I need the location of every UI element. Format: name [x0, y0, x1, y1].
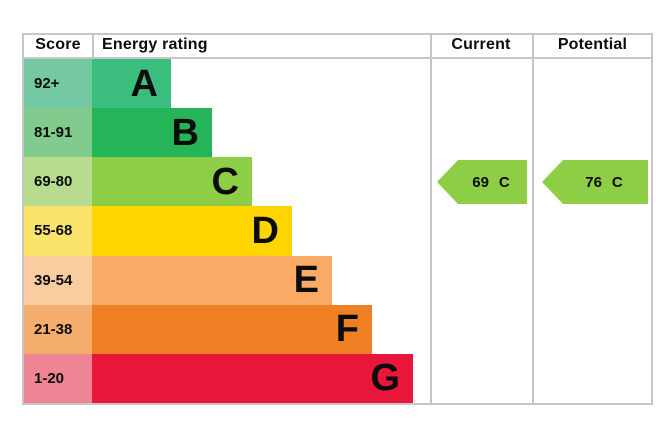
band-row-b: 81-91 B	[24, 108, 430, 158]
header-score: Score	[35, 36, 81, 53]
table-left-border	[22, 33, 24, 405]
score-range-a: 92+	[24, 59, 92, 109]
band-bar-e: E	[92, 255, 332, 305]
score-range-e: 39-54	[24, 255, 92, 305]
band-bar-g: G	[92, 353, 413, 403]
band-bar-d: D	[92, 206, 292, 256]
header-current: Current	[451, 36, 511, 53]
score-range-b: 81-91	[24, 108, 92, 158]
band-row-g: 1-20 G	[24, 353, 430, 403]
potential-band-letter: C	[611, 173, 623, 191]
band-bar-a: A	[92, 59, 171, 109]
band-row-d: 55-68 D	[24, 206, 430, 256]
current-band-letter: C	[498, 173, 510, 191]
score-range-f: 21-38	[24, 304, 92, 354]
current-score: 69	[472, 173, 489, 191]
score-range-d: 55-68	[24, 206, 92, 256]
potential-column-divider	[532, 33, 534, 405]
band-row-e: 39-54 E	[24, 255, 430, 305]
score-range-g: 1-20	[24, 353, 92, 403]
potential-score: 76	[585, 173, 602, 191]
band-row-f: 21-38 F	[24, 304, 430, 354]
header-energy-rating: Energy rating	[102, 36, 208, 53]
band-bar-c: C	[92, 157, 252, 207]
band-bar-f: F	[92, 304, 372, 354]
current-rating-arrow: 69 C	[437, 160, 527, 204]
band-list: 92+ A 81-91 B 69-80 C 55-68 D 39-54 E 21…	[24, 59, 430, 403]
band-bar-b: B	[92, 108, 212, 158]
current-column-divider	[430, 33, 432, 405]
band-row-a: 92+ A	[24, 59, 430, 109]
table-top-border	[22, 33, 653, 35]
table-bottom-border	[22, 403, 653, 405]
header-divider	[22, 57, 653, 59]
score-column-divider	[92, 33, 94, 59]
band-row-c: 69-80 C	[24, 157, 430, 207]
table-right-border	[651, 33, 653, 405]
potential-rating-arrow: 76 C	[542, 160, 648, 204]
epc-table: Score Energy rating Current Potential 92…	[22, 33, 653, 405]
header-potential: Potential	[557, 36, 628, 53]
score-range-c: 69-80	[24, 157, 92, 207]
